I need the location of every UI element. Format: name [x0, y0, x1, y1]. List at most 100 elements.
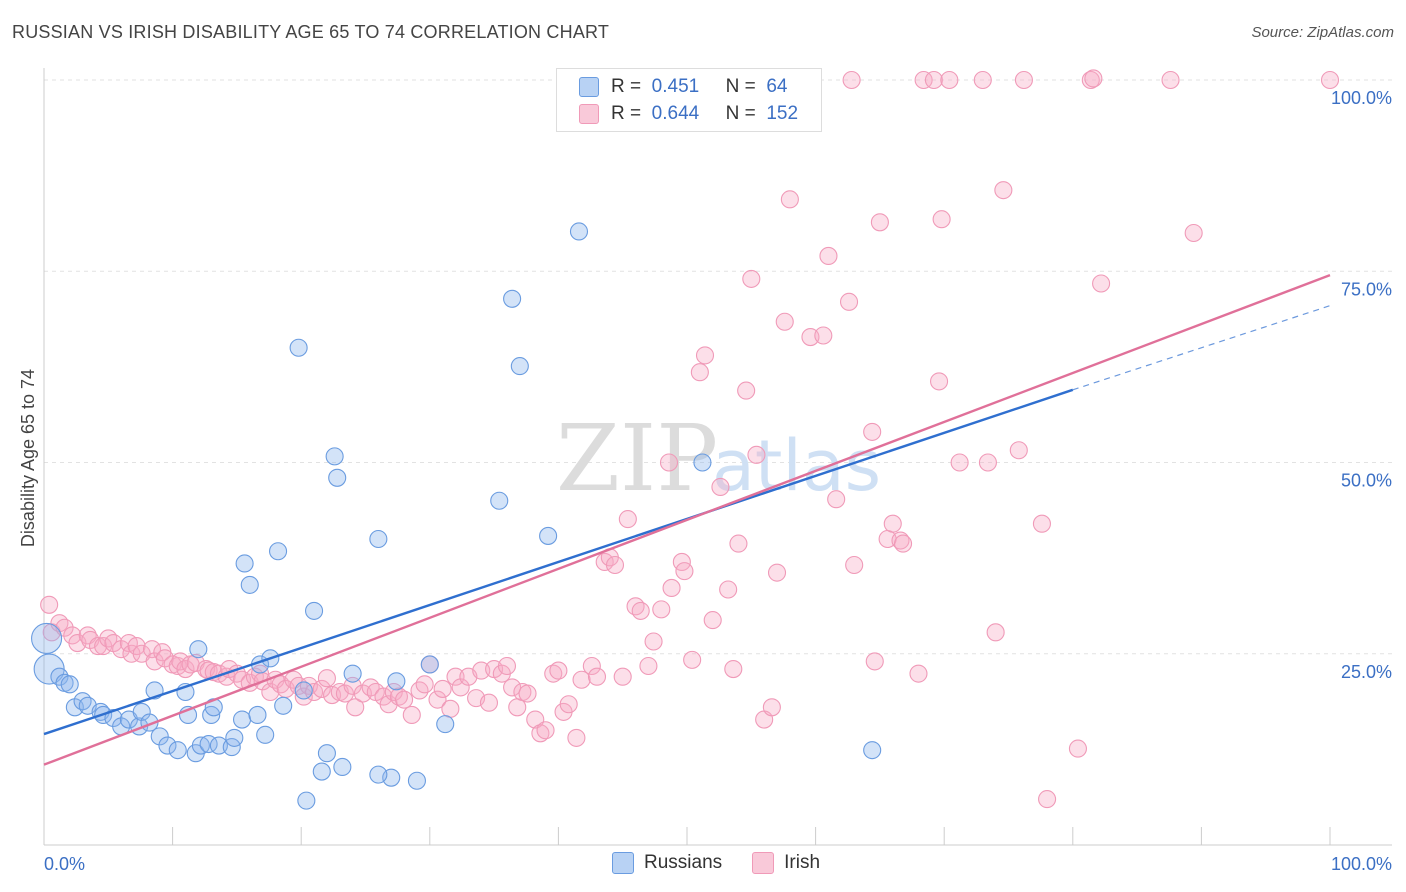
irish-point [690, 363, 709, 382]
y-tick-label: 75.0% [1341, 279, 1392, 299]
irish-point [544, 664, 563, 683]
irish-point [762, 698, 781, 717]
russians-point [317, 744, 336, 763]
irish-point [644, 632, 663, 651]
irish-point [536, 721, 555, 740]
irish-point [909, 664, 928, 683]
russians-point [328, 468, 347, 487]
russians-point [189, 640, 208, 659]
irish-point [994, 181, 1013, 200]
irish-point [729, 534, 748, 553]
russians-point [693, 453, 712, 472]
russians-point [240, 575, 259, 594]
russians-legend-swatch [612, 852, 634, 874]
irish-point [415, 675, 434, 694]
irish-point [1320, 70, 1340, 90]
irish-point [618, 510, 637, 529]
correlation-legend: R = 0.451 N = 64 R = 0.644 N = 152 [556, 68, 822, 132]
irish-point [567, 728, 586, 747]
russians-point [225, 728, 244, 747]
watermark: ZIP atlas [556, 405, 881, 512]
irish-point [518, 684, 537, 703]
irish-point [683, 650, 702, 669]
irish-point [145, 652, 164, 671]
irish-point [703, 611, 722, 630]
irish-point [675, 562, 694, 581]
irish-point [613, 667, 632, 686]
irish-points [40, 69, 1340, 809]
russians-point [369, 529, 388, 549]
irish-point [428, 690, 447, 709]
russians-point [503, 289, 522, 308]
x-tick-label-right: 100.0% [1331, 854, 1392, 874]
russians-point [305, 601, 324, 620]
r-label: R = [611, 103, 642, 124]
russians-point [490, 491, 509, 510]
russians-trend-line [43, 388, 1074, 736]
russians-point [369, 765, 388, 784]
irish-point [845, 555, 864, 575]
irish-point [893, 534, 913, 553]
irish-point [1184, 223, 1203, 243]
tick-labels: 25.0% 50.0% 75.0% 100.0% 0.0% 100.0% [44, 88, 1392, 874]
irish-point [317, 669, 336, 688]
irish-point [742, 269, 761, 288]
irish-point [605, 555, 625, 575]
russians-point [539, 526, 558, 545]
russians-point [248, 705, 267, 725]
irish-point [312, 679, 331, 698]
irish-point [531, 724, 550, 743]
russians-r-value: 0.451 [651, 76, 700, 97]
axes [43, 68, 1392, 846]
irish-point [747, 445, 766, 464]
irish-point [870, 213, 889, 232]
legend-row-russians: R = 0.451 N = 64 [579, 74, 787, 100]
irish-point [1014, 70, 1033, 90]
irish-point [652, 600, 671, 619]
y-tick-label: 100.0% [1331, 88, 1392, 108]
irish-point [986, 623, 1005, 642]
irish-point [711, 477, 730, 497]
irish-point [924, 70, 943, 90]
russians-point [333, 757, 352, 777]
irish-point [659, 453, 679, 472]
r-label: R = [611, 76, 642, 97]
russians-point [294, 681, 313, 700]
russians-point [256, 725, 275, 744]
irish-point [737, 381, 756, 400]
irish-point [865, 652, 884, 671]
irish-point [631, 601, 650, 620]
irish-point [973, 70, 992, 90]
irish-point [780, 190, 799, 209]
irish-trend-line [43, 273, 1331, 766]
y-tick-label: 25.0% [1341, 662, 1392, 682]
irish-point [930, 372, 949, 391]
russians-point [863, 741, 882, 760]
irish-point [433, 679, 452, 698]
irish-point [662, 578, 681, 598]
russians-n-value: 64 [766, 76, 788, 97]
russians-point [60, 675, 79, 694]
irish-swatch [579, 104, 599, 124]
watermark-atlas: atlas [712, 425, 881, 507]
irish-point [932, 210, 951, 229]
russians-point [387, 672, 406, 691]
irish-point [724, 659, 743, 679]
russians-trend-extension [1072, 305, 1331, 391]
irish-point [950, 453, 969, 472]
x-tick-label-left: 0.0% [44, 854, 85, 874]
irish-point [335, 684, 354, 703]
irish-point [559, 695, 578, 714]
russians-point [436, 715, 455, 734]
irish-point [346, 698, 365, 717]
chart-title: RUSSIAN VS IRISH DISABILITY AGE 65 TO 74… [12, 22, 610, 42]
russians-point [150, 727, 169, 746]
russians-point [325, 447, 344, 466]
irish-point [814, 326, 833, 345]
irish-point [940, 70, 959, 90]
russians-point [420, 655, 439, 674]
irish-point [402, 705, 421, 725]
russians-point [569, 222, 589, 241]
legend-row-irish: R = 0.644 N = 152 [579, 101, 798, 127]
